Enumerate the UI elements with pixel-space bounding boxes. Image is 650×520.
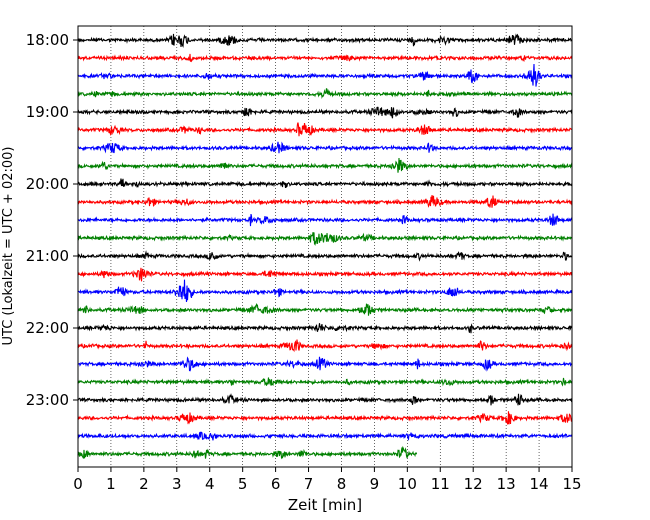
trace-1930 [77, 141, 573, 154]
y-axis-ticks: 18:00 19:00 20:00 21:00 22:00 23:00 [26, 31, 78, 409]
y-tick-label: 20:00 [26, 175, 69, 193]
x-tick-label: 8 [337, 475, 347, 493]
x-tick-label: 13 [497, 475, 516, 493]
trace-2300 [77, 393, 573, 406]
seismogram-traces [77, 33, 573, 460]
trace-1830 [77, 63, 573, 87]
plot-frame [77, 25, 573, 468]
x-axis-ticks: 0 1 2 3 4 5 6 7 8 9 10 11 12 13 14 15 [73, 467, 582, 493]
y-axis-label: UTC (Lokalzeit = UTC + 02:00) [1, 147, 16, 346]
x-tick-label: 0 [73, 475, 83, 493]
y-tick-label: 23:00 [26, 391, 69, 409]
x-tick-label: 1 [106, 475, 116, 493]
trace-2200 [77, 323, 573, 334]
trace-2315 [77, 411, 573, 425]
trace-2145 [77, 302, 573, 316]
trace-1945 [77, 157, 573, 173]
y-tick-label: 22:00 [26, 319, 69, 337]
trace-2245 [77, 377, 573, 387]
trace-2000 [77, 178, 573, 189]
x-tick-label: 11 [431, 475, 450, 493]
trace-1845 [77, 88, 573, 99]
trace-2030 [77, 213, 573, 227]
trace-2330 [77, 431, 573, 441]
trace-2230 [77, 356, 573, 372]
x-tick-label: 3 [172, 475, 182, 493]
trace-1900 [77, 106, 573, 119]
x-tick-label: 9 [370, 475, 380, 493]
trace-1915 [77, 122, 573, 137]
trace-2345 [77, 445, 418, 460]
x-tick-label: 6 [271, 475, 281, 493]
trace-1815 [77, 53, 573, 63]
trace-2015 [77, 195, 573, 208]
trace-2115 [77, 267, 573, 282]
trace-2130 [77, 279, 573, 302]
x-tick-label: 10 [398, 475, 417, 493]
x-tick-label: 4 [205, 475, 215, 493]
x-axis-label: Zeit [min] [288, 496, 362, 514]
trace-2215 [77, 339, 573, 353]
x-tick-label: 15 [562, 475, 581, 493]
trace-2045 [77, 232, 573, 246]
trace-2100 [77, 250, 573, 262]
x-tick-label: 12 [464, 475, 483, 493]
y-tick-label: 19:00 [26, 103, 69, 121]
x-tick-label: 14 [530, 475, 549, 493]
y-tick-label: 18:00 [26, 31, 69, 49]
x-tick-label: 7 [304, 475, 314, 493]
x-tick-label: 5 [238, 475, 248, 493]
trace-1800 [77, 33, 573, 48]
y-tick-label: 21:00 [26, 247, 69, 265]
x-tick-label: 2 [139, 475, 149, 493]
